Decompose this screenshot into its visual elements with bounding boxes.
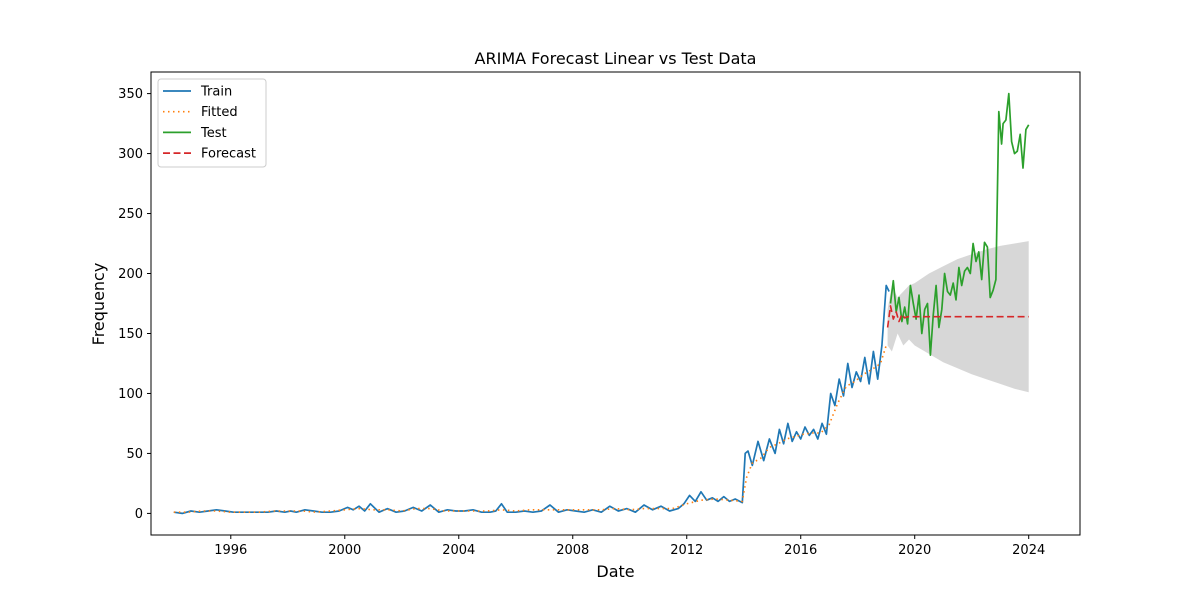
y-tick-label: 200 [118, 267, 143, 282]
y-tick-label: 350 [118, 87, 143, 102]
x-axis-title: Date [596, 562, 634, 581]
series-line-train [173, 284, 890, 515]
y-tick-label: 300 [118, 147, 143, 162]
legend-label-forecast: Forecast [201, 147, 256, 162]
legend: Train Fitted Test Forecast [157, 78, 267, 168]
x-tick-label: 2016 [784, 543, 817, 558]
y-axis: 0 50 100 150 200 250 300 350 [118, 87, 151, 522]
legend-label-fitted: Fitted [201, 105, 238, 120]
x-tick-label: 1996 [214, 543, 247, 558]
y-tick-label: 50 [126, 447, 143, 462]
y-tick-label: 150 [118, 327, 143, 342]
y-tick-label: 0 [135, 507, 143, 522]
series-layer [173, 92, 1030, 515]
chart-title: ARIMA Forecast Linear vs Test Data [475, 49, 757, 68]
x-tick-label: 2020 [898, 543, 931, 558]
x-tick-label: 2008 [556, 543, 589, 558]
series-line-test [889, 92, 1030, 356]
y-tick-label: 100 [118, 387, 143, 402]
x-tick-label: 2024 [1012, 543, 1045, 558]
x-tick-label: 2004 [442, 543, 475, 558]
y-tick-label: 250 [118, 207, 143, 222]
x-axis: 1996 2000 2004 2008 2012 2016 2020 2024 [214, 535, 1045, 558]
series-line-forecast [886, 305, 1029, 328]
plot-area-frame [150, 71, 1081, 536]
y-axis-title: Frequency [89, 263, 108, 346]
x-tick-label: 2012 [670, 543, 703, 558]
legend-box [157, 78, 267, 168]
legend-label-train: Train [200, 85, 232, 100]
x-tick-label: 2000 [328, 543, 361, 558]
legend-label-test: Test [200, 126, 227, 141]
